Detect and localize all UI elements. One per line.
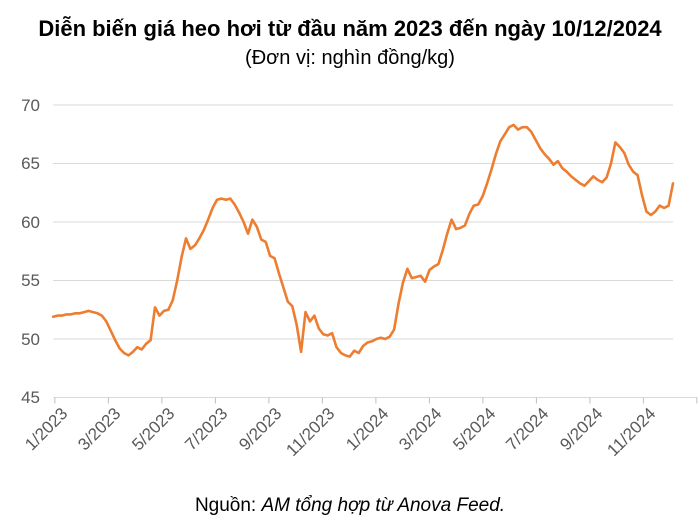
line-chart-plot <box>51 104 698 404</box>
source-note: Nguồn: AM tổng hợp từ Anova Feed. <box>0 495 700 517</box>
x-axis-ticks <box>54 397 698 404</box>
price-line-series <box>51 123 675 358</box>
source-prefix: Nguồn: <box>194 495 262 516</box>
y-axis-label: 55 <box>21 271 40 290</box>
source-text: AM tổng hợp từ Anova Feed. <box>261 495 506 516</box>
y-axis-label: 50 <box>21 329 40 349</box>
chart-subtitle: (Đơn vị: nghìn đồng/kg) <box>245 47 455 69</box>
gridlines <box>53 104 697 398</box>
chart-title: Diễn biến giá heo hơi từ đầu năm 2023 đế… <box>38 16 662 41</box>
y-axis-label: 45 <box>21 388 40 407</box>
y-axis-label: 60 <box>21 212 40 232</box>
y-axis-label: 65 <box>21 154 40 173</box>
y-axis-label: 70 <box>21 95 40 115</box>
